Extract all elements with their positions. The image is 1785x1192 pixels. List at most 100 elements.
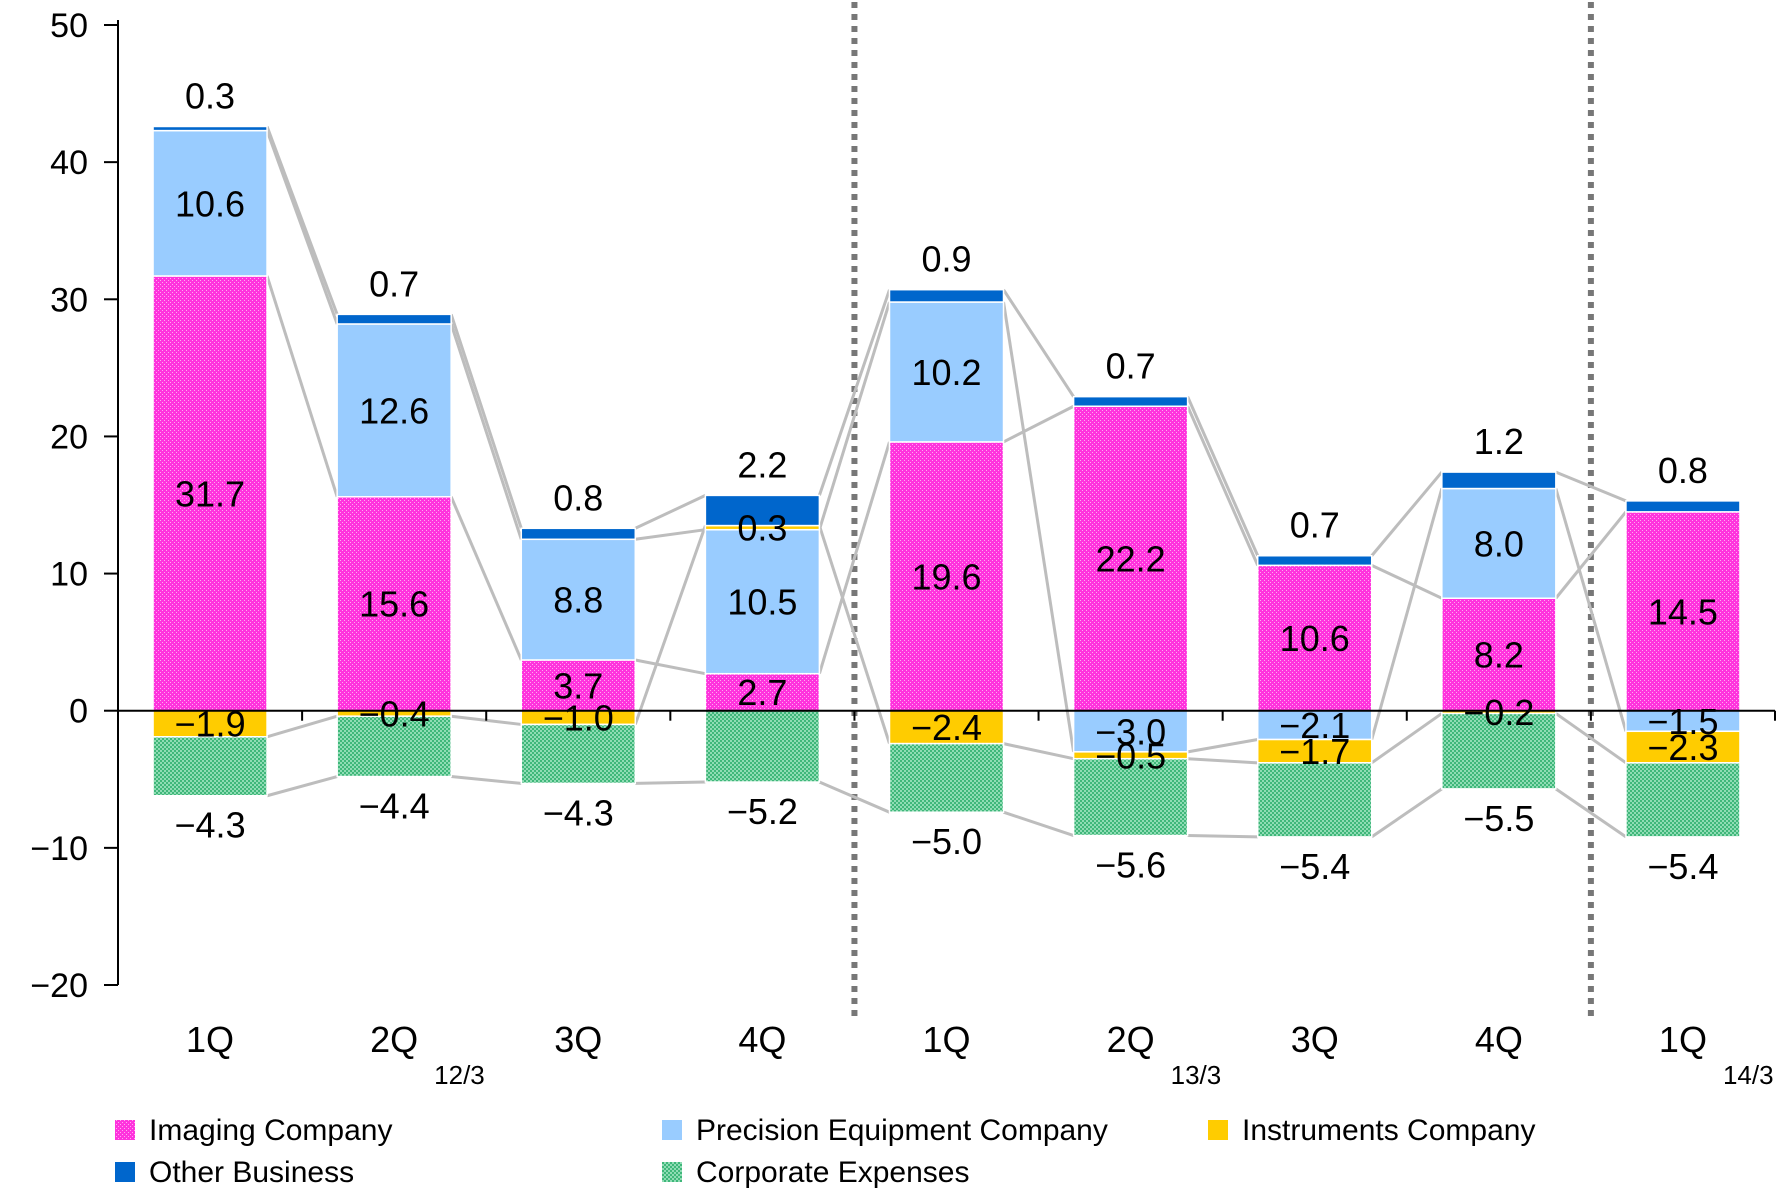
bar-other-business-1 [152,125,268,132]
bar-imaging-company-5 [888,441,1005,712]
bar-imaging-company-8 [1441,597,1557,712]
data-label: −1.5 [1647,701,1718,742]
connector-line [1370,712,1443,765]
connector-line [1002,404,1075,444]
x-tick-label: 1Q [186,1019,234,1060]
data-label: 0.8 [1658,450,1708,491]
connector-line [1370,787,1443,839]
legend-label-corporate-expenses: Corporate Expenses [696,1156,970,1189]
connector-line [635,780,706,785]
x-tick-label: 2Q [1107,1019,1155,1060]
data-label: 2.2 [737,444,787,485]
data-label: −5.4 [1647,846,1718,887]
bar-imaging-company-9 [1625,511,1741,712]
bar-other-business-9 [1625,500,1741,513]
y-tick-label: 20 [50,418,88,456]
connector-lines [265,125,1628,839]
data-label: 0.7 [1106,346,1156,387]
connector-line [266,775,338,798]
data-label: 8.0 [1474,523,1524,564]
data-label: −0.4 [359,693,430,734]
connector-line [1554,787,1627,839]
connector-line [817,441,891,675]
bar-corporate-expenses-1 [152,736,268,797]
bar-precision-equipment-company-3 [520,538,637,661]
data-label: 0.7 [369,263,419,304]
y-tick-label: 30 [50,281,88,319]
connector-line [1370,488,1444,740]
legend-label-other-business: Other Business [149,1156,354,1189]
connector-line [266,714,338,739]
connector-line [1003,742,1074,761]
bar-other-business-6 [1072,395,1189,408]
bar-corporate-expenses-5 [888,742,1005,813]
legend-swatch-corporate-expenses [662,1162,682,1182]
x-tick-label: 4Q [1475,1019,1523,1060]
bar-corporate-expenses-7 [1256,762,1373,838]
bar-precision-equipment-company-8 [1441,487,1557,600]
connector-line [817,289,891,496]
connector-line [449,496,523,661]
data-label: 10.6 [175,183,245,224]
legend-swatch-precision-equipment-company [662,1120,682,1140]
data-label: −3.0 [1095,711,1166,752]
connector-line [1187,834,1258,839]
connector-line [634,494,707,530]
connector-line [635,528,706,541]
connector-line [1554,488,1628,732]
data-label: −1.7 [1279,731,1350,772]
connector-line [1554,510,1628,600]
bar-corporate-expenses-2 [336,715,452,778]
data-label: −5.0 [911,821,982,862]
bar-other-business-4 [704,494,821,527]
connector-line [1554,712,1627,765]
data-label: −4.4 [359,786,430,827]
x-tick-label: 2Q [370,1019,418,1060]
data-label: 0.8 [553,477,603,518]
y-tick-label: 0 [69,693,88,731]
x-tick-label: 3Q [1291,1019,1339,1060]
bar-other-business-7 [1256,554,1373,567]
bar-corporate-expenses-6 [1072,757,1189,837]
data-label: 22.2 [1096,538,1166,579]
data-label: −5.4 [1279,846,1350,887]
data-label: 31.7 [175,473,245,514]
bar-corporate-expenses-9 [1625,762,1741,838]
legend-swatch-instruments-company [1208,1120,1228,1140]
connector-line [265,275,339,498]
bar-imaging-company-7 [1256,564,1373,712]
connector-line [817,301,891,531]
bar-other-business-3 [520,527,637,541]
data-label: −5.6 [1095,845,1166,886]
connector-line [1002,288,1075,398]
bar-imaging-company-2 [336,496,452,712]
bar-other-business-8 [1441,471,1557,490]
connector-line [633,525,707,725]
bar-imaging-company-3 [520,659,637,712]
data-label: −5.2 [727,791,798,832]
connector-line [449,323,523,540]
data-label: 1.2 [1474,421,1524,462]
bar-other-business-5 [888,288,1005,303]
data-label: −4.3 [543,792,614,833]
data-label: −5.5 [1463,798,1534,839]
bar-instruments-company-1 [152,709,268,738]
data-label: −2.4 [911,707,982,748]
data-label: 8.8 [553,580,603,621]
data-label: 3.7 [553,665,603,706]
bar-corporate-expenses-8 [1441,712,1557,790]
x-tick-label: 1Q [922,1019,970,1060]
connector-line [451,775,522,785]
x-axis-ticks: 1Q 2Q 3Q 4Q 1Q 2Q 3Q 4Q 1Q 12/3 13/3 14/3 [186,1019,1774,1090]
connector-line [265,125,339,315]
connector-line [1186,396,1260,557]
data-label: 8.2 [1474,634,1524,675]
connector-line [449,313,523,529]
x-tick-label: 1Q [1659,1019,1707,1060]
legend-label-instruments-company: Instruments Company [1242,1114,1535,1147]
data-label: 2.7 [737,672,787,713]
data-label: −1.0 [543,698,614,739]
bar-corporate-expenses-4 [704,709,821,783]
data-label: 10.6 [1280,618,1350,659]
